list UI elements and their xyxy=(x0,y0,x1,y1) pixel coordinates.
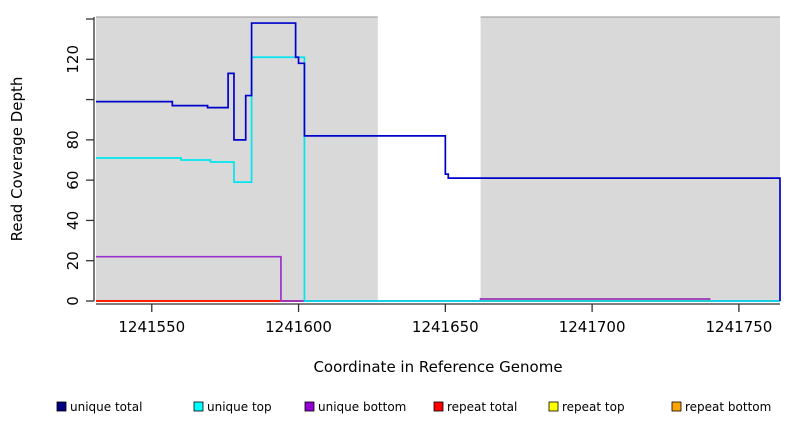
legend-swatch-unique-top xyxy=(193,401,204,412)
legend-swatch-unique-bottom xyxy=(304,401,315,412)
y-axis-tick-label-0: 0 xyxy=(64,296,82,306)
legend-item-unique-total[interactable]: unique total xyxy=(56,400,142,414)
legend-swatch-repeat-bottom xyxy=(671,401,682,412)
series-line-unique-total xyxy=(96,22,781,301)
legend-item-unique-top[interactable]: unique top xyxy=(193,400,272,414)
legend-label-repeat-bottom: repeat bottom xyxy=(685,400,771,414)
x-axis-tick-label-1241700: 1241700 xyxy=(559,318,626,336)
x-axis-tick-label-1241600: 1241600 xyxy=(265,318,332,336)
x-axis-tick-label-1241750: 1241750 xyxy=(705,318,772,336)
x-axis-tick-label-1241550: 1241550 xyxy=(118,318,185,336)
y-axis-tick-label-60: 60 xyxy=(64,171,82,190)
legend-item-repeat-bottom[interactable]: repeat bottom xyxy=(671,400,771,414)
legend-label-unique-bottom: unique bottom xyxy=(318,400,406,414)
legend-label-unique-top: unique top xyxy=(207,400,272,414)
legend-item-unique-bottom[interactable]: unique bottom xyxy=(304,400,406,414)
y-axis-tick-label-120: 120 xyxy=(64,45,82,74)
legend-swatch-repeat-top xyxy=(548,401,559,412)
series-line-unique-top xyxy=(96,56,780,302)
legend-swatch-unique-total xyxy=(56,401,67,412)
legend-item-repeat-total[interactable]: repeat total xyxy=(433,400,517,414)
legend-swatch-repeat-total xyxy=(433,401,444,412)
plot-shaded-region-1 xyxy=(480,17,780,301)
y-axis-title: Read Coverage Depth xyxy=(8,77,26,242)
x-axis-tick-label-1241650: 1241650 xyxy=(412,318,479,336)
plot-shaded-region-0 xyxy=(96,17,378,301)
legend-label-repeat-total: repeat total xyxy=(447,400,517,414)
legend-label-unique-total: unique total xyxy=(70,400,142,414)
x-axis-title: Coordinate in Reference Genome xyxy=(313,358,562,376)
legend-item-repeat-top[interactable]: repeat top xyxy=(548,400,625,414)
y-axis-tick-label-20: 20 xyxy=(64,251,82,270)
legend-label-repeat-top: repeat top xyxy=(562,400,625,414)
y-axis-tick-label-80: 80 xyxy=(64,130,82,149)
y-axis-tick-label-40: 40 xyxy=(64,211,82,230)
